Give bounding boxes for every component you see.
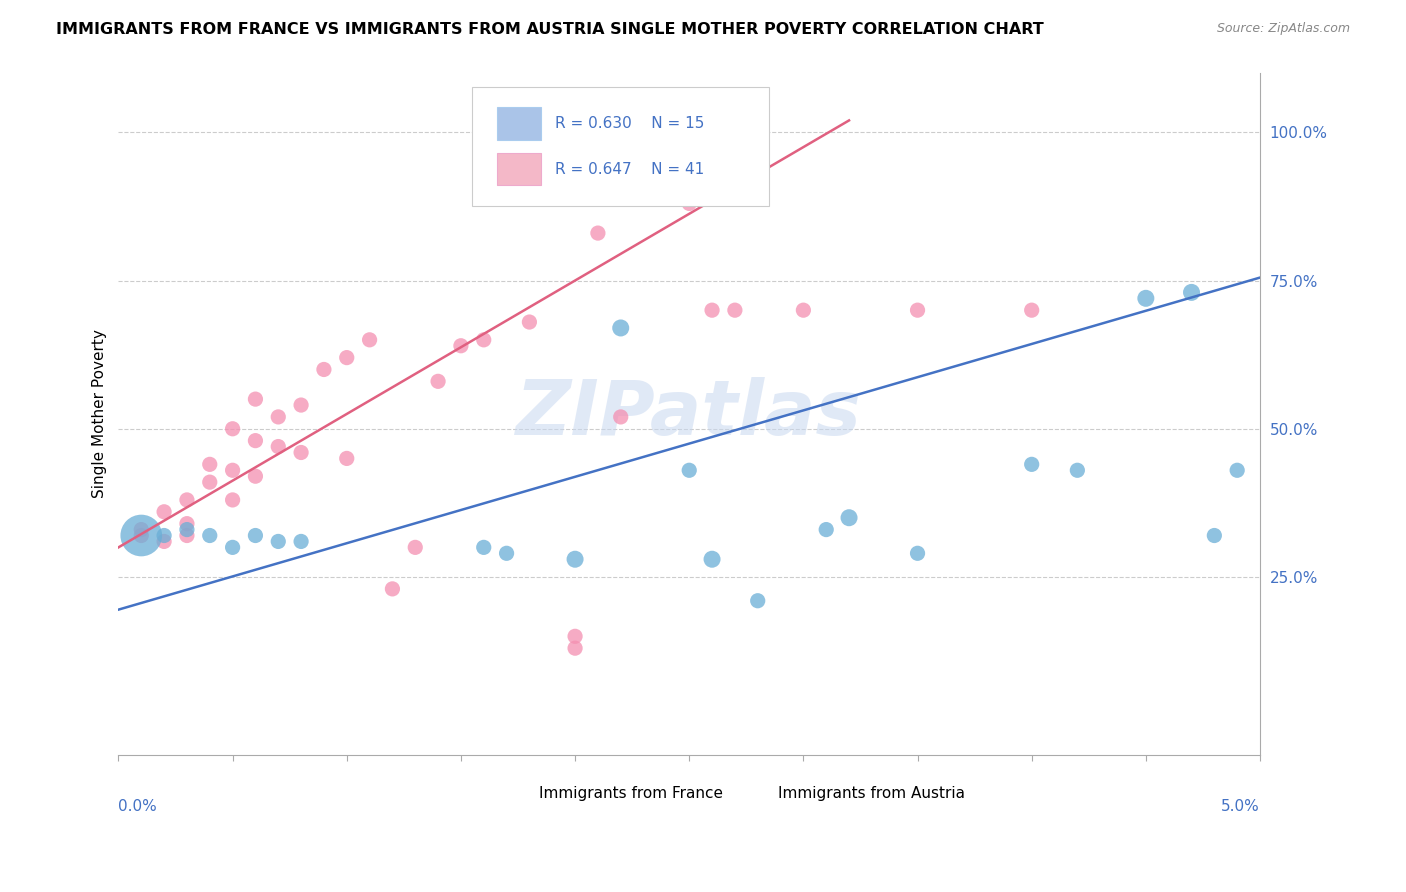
Point xyxy=(633,125,655,139)
Point xyxy=(198,458,221,472)
Point xyxy=(221,492,243,507)
Point xyxy=(747,593,769,607)
Point xyxy=(198,475,221,490)
Text: 0.0%: 0.0% xyxy=(118,799,157,814)
Point xyxy=(450,339,472,353)
Point xyxy=(700,303,723,318)
FancyBboxPatch shape xyxy=(498,153,541,186)
Point xyxy=(176,523,198,537)
Text: 5.0%: 5.0% xyxy=(1222,799,1260,814)
Point xyxy=(427,375,450,389)
FancyBboxPatch shape xyxy=(498,107,541,140)
Point xyxy=(1180,285,1202,300)
Point xyxy=(564,641,586,656)
Point xyxy=(267,534,290,549)
Point xyxy=(245,434,267,448)
Point xyxy=(655,125,678,139)
Point xyxy=(1226,463,1249,477)
Point xyxy=(1021,303,1043,318)
Point xyxy=(336,351,359,365)
Point xyxy=(153,534,176,549)
Point xyxy=(221,422,243,436)
Point xyxy=(267,409,290,424)
FancyBboxPatch shape xyxy=(506,783,531,803)
Point xyxy=(586,226,609,240)
Point xyxy=(290,534,312,549)
Text: IMMIGRANTS FROM FRANCE VS IMMIGRANTS FROM AUSTRIA SINGLE MOTHER POVERTY CORRELAT: IMMIGRANTS FROM FRANCE VS IMMIGRANTS FRO… xyxy=(56,22,1045,37)
Point xyxy=(495,546,517,560)
FancyBboxPatch shape xyxy=(747,783,772,803)
Point xyxy=(564,629,586,643)
Point xyxy=(609,409,631,424)
Point xyxy=(290,445,312,459)
Point xyxy=(700,552,723,566)
Point xyxy=(1135,291,1157,305)
Text: Immigrants from Austria: Immigrants from Austria xyxy=(779,786,966,801)
Point xyxy=(336,451,359,466)
Text: R = 0.647    N = 41: R = 0.647 N = 41 xyxy=(554,161,704,177)
Point xyxy=(359,333,381,347)
Point xyxy=(312,362,335,376)
Point xyxy=(907,303,929,318)
Point xyxy=(472,541,495,555)
Point xyxy=(519,315,541,329)
Point xyxy=(129,528,152,542)
Point xyxy=(792,303,814,318)
Point xyxy=(381,582,404,596)
Point xyxy=(724,303,747,318)
Point xyxy=(245,469,267,483)
Point xyxy=(815,523,838,537)
Point xyxy=(1021,458,1043,472)
Text: Source: ZipAtlas.com: Source: ZipAtlas.com xyxy=(1216,22,1350,36)
Point xyxy=(153,505,176,519)
Point xyxy=(838,510,860,524)
Point xyxy=(609,321,631,335)
Point xyxy=(153,528,176,542)
Point xyxy=(678,196,700,211)
Point xyxy=(245,528,267,542)
Point xyxy=(1204,528,1226,542)
Point xyxy=(245,392,267,406)
Point xyxy=(129,523,152,537)
Point xyxy=(129,528,152,542)
Point xyxy=(221,541,243,555)
Text: Immigrants from France: Immigrants from France xyxy=(538,786,723,801)
Point xyxy=(472,333,495,347)
Text: ZIPatlas: ZIPatlas xyxy=(516,377,862,451)
Point xyxy=(198,528,221,542)
Point xyxy=(267,440,290,454)
Point xyxy=(221,463,243,477)
Point xyxy=(176,528,198,542)
Point xyxy=(907,546,929,560)
Point xyxy=(290,398,312,412)
Point xyxy=(176,492,198,507)
Point xyxy=(176,516,198,531)
Point xyxy=(678,463,700,477)
Point xyxy=(1066,463,1088,477)
Text: R = 0.630    N = 15: R = 0.630 N = 15 xyxy=(554,116,704,131)
FancyBboxPatch shape xyxy=(472,87,769,206)
Point xyxy=(404,541,426,555)
Point xyxy=(564,552,586,566)
Y-axis label: Single Mother Poverty: Single Mother Poverty xyxy=(93,329,107,499)
